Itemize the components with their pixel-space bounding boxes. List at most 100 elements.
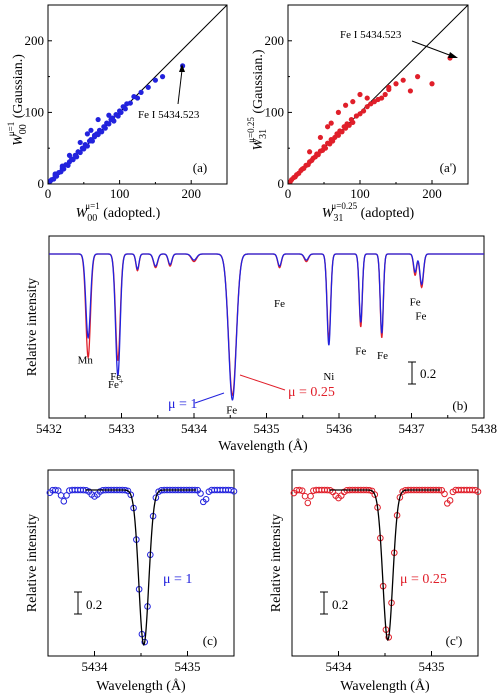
panel-a-point — [138, 89, 144, 95]
panel-c-prime-scale-bar: 0.2 — [320, 591, 348, 615]
panel-c-data-point — [202, 496, 210, 503]
panel-a-point — [77, 149, 83, 156]
panel-a-prime-point — [393, 81, 399, 87]
panel-a-label: (a) — [193, 160, 207, 175]
panel-c-data-point — [230, 488, 238, 495]
panel-c-prime-series-label: μ = 0.25 — [400, 572, 447, 587]
panel-b-xlabel: Wavelength (Å) — [218, 438, 308, 454]
panel-a-prime-xtick-label: 200 — [422, 186, 442, 201]
panel-a-point — [70, 157, 76, 163]
panel-c-prime-data-point — [446, 497, 454, 504]
panel-c-data-point — [63, 492, 70, 499]
panel-c-scale-bar: 0.2 — [74, 591, 102, 615]
panel-a-annotation-arrow — [177, 69, 183, 105]
panel-a-ylabel: W00μ=1 (Gaussian.) — [6, 54, 29, 146]
panel-b-line-label: Mn — [78, 354, 94, 366]
panel-a-point — [127, 100, 133, 106]
panel-a-ytick-label: 100 — [25, 104, 45, 119]
panel-c-fit-line — [85, 489, 197, 646]
panel-c-data-point — [54, 487, 62, 494]
panel-a-point — [106, 121, 112, 127]
panel-a-point — [91, 132, 98, 138]
panel-a-prime-point — [364, 104, 370, 110]
panel-c-prime-data-point — [474, 488, 482, 495]
panel-c-prime-data-point — [298, 487, 306, 494]
panel-a-xtick-label: 0 — [45, 186, 52, 201]
panel-a-point — [118, 109, 124, 115]
panel-a-prime-point — [335, 109, 341, 115]
panel-c-data-point — [127, 491, 135, 499]
panel-a-prime-point — [429, 81, 435, 87]
panel-a-point — [77, 139, 83, 146]
panel-a-prime-point — [317, 134, 323, 141]
panel-c-prime-data-point — [301, 492, 309, 500]
panel-b-line-label: Fe — [355, 345, 366, 357]
panel-a-point — [84, 131, 90, 137]
panel-a-prime-point — [400, 77, 406, 83]
panel-b-mu025-arrow — [239, 374, 286, 391]
panel-c-data-point — [57, 492, 65, 499]
panel-a-point — [84, 143, 90, 149]
panel-b-scale-bar: 0.2 — [408, 361, 436, 385]
panel-b-xtick-label: 5432 — [36, 421, 62, 436]
panel-a-xtick-label: 200 — [181, 186, 201, 201]
panel-c-prime-ylabel: Relative intensity — [269, 514, 284, 612]
panel-a-prime-point — [361, 108, 367, 114]
panel-a-prime-scatter: 0 100 200 0 100 200 (a') Fe I 5434.523 W31μ=0… — [246, 4, 469, 224]
panel-a-xlabel: W00μ=1 (adopted.) — [76, 201, 161, 224]
panel-a-point — [59, 163, 65, 169]
panel-a-prime-point — [382, 91, 388, 98]
panel-a-point — [95, 116, 101, 123]
panel-a-prime-xtick-label: 0 — [285, 186, 292, 201]
panel-b-mu1-line — [49, 253, 484, 401]
panel-a-xtick-label: 100 — [110, 186, 130, 201]
panel-b-line-label: Fe — [410, 297, 421, 309]
panel-b-label: (b) — [452, 398, 467, 413]
panel-a-point — [134, 95, 141, 101]
panel-a-prime-annotation-arrow — [411, 40, 453, 57]
panel-a-prime-ytick-label: 200 — [265, 33, 285, 48]
panel-c-scale-bar-label: 0.2 — [86, 597, 102, 612]
panel-c-prime-xlabel: Wavelength (Å) — [340, 678, 430, 694]
panel-a-prime-frame — [287, 4, 469, 185]
panel-a-prime-point — [350, 119, 356, 126]
panel-b-line-label: Fe+ — [108, 377, 124, 391]
panel-b-line-label: Fe — [226, 405, 237, 417]
panel-a-prime-point — [343, 125, 349, 131]
panel-c-data-point — [60, 497, 68, 505]
panel-a-point — [99, 129, 105, 135]
panel-a-prime-annotation: Fe I 5434.523 — [340, 29, 402, 41]
panel-a-prime-point — [335, 132, 341, 138]
panel-a-prime-xtick-label: 100 — [350, 186, 370, 201]
panel-a-point — [115, 113, 121, 119]
panel-a-point — [52, 171, 58, 177]
panel-c-prime-scale-bar-label: 0.2 — [332, 597, 348, 612]
panel-c-profile: 5434 5435 Wavelength (Å) Relative intensi… — [25, 469, 238, 694]
panel-a-prime-point — [407, 88, 413, 94]
panel-b-mu1-label: μ = 1 — [168, 397, 197, 412]
panel-b-ylabel: Relative intensity — [25, 278, 40, 376]
panel-a-annotation: Fe I 5434.523 — [138, 109, 200, 121]
panel-a-prime-point — [379, 95, 385, 101]
panel-a-prime-point — [322, 145, 329, 151]
panel-b-line-label: Fe — [110, 371, 121, 383]
panel-a-prime-point — [350, 99, 356, 105]
panel-c-xtick-label: 5435 — [175, 659, 201, 674]
panel-b-scale-bar-label: 0.2 — [420, 366, 436, 381]
panel-a-prime-arrowhead — [448, 52, 458, 58]
panel-c-data-point — [197, 490, 204, 497]
panel-a-prime-point — [346, 122, 352, 128]
panel-a-prime-point — [328, 120, 334, 126]
panel-a-prime-point — [343, 102, 349, 108]
panel-a-prime-point — [357, 91, 363, 98]
panel-a-point — [74, 154, 80, 160]
panel-a-prime-point — [415, 74, 421, 80]
panel-c-prime-data-point — [441, 490, 448, 498]
panel-c-prime-profile: 5434 5435 Wavelength (Å) Relative intensi… — [269, 469, 482, 694]
panel-a-arrowhead — [179, 64, 185, 72]
panel-a-point — [81, 146, 87, 152]
panel-c-prime-data-point — [304, 499, 312, 507]
panel-b-line-label: Fe — [415, 310, 426, 322]
panel-c-prime-fit-line — [329, 489, 441, 642]
